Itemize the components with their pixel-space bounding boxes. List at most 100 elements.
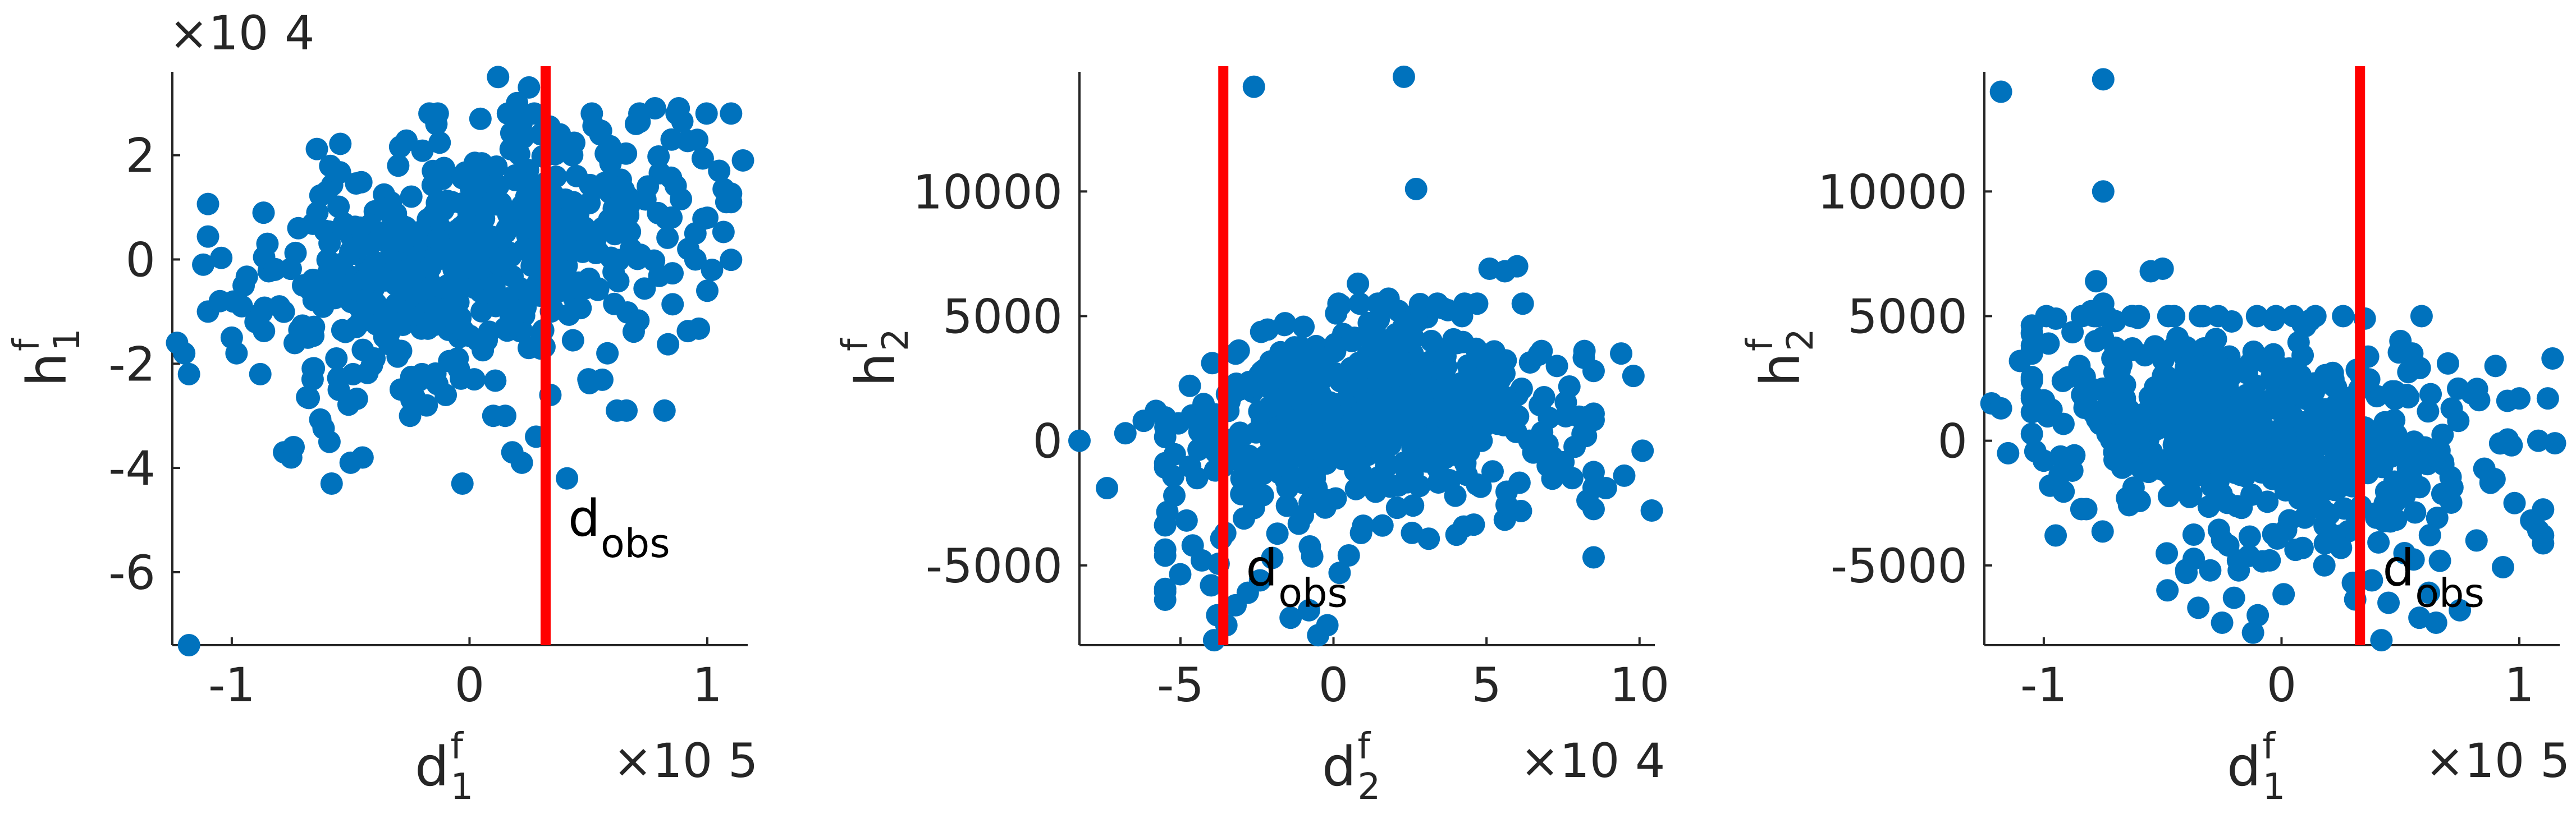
scatter-point (230, 295, 253, 318)
scatter-point (2207, 470, 2230, 493)
scatter-point (1518, 429, 1541, 452)
y-tick-label: -5000 (926, 539, 1063, 594)
scatter-point (2393, 542, 2416, 565)
x-multiplier-exp: 5 (2540, 733, 2570, 788)
scatter-point (1406, 310, 1429, 333)
scatter-point (2020, 369, 2043, 392)
scatter-point (428, 131, 451, 154)
scatter-point (2051, 369, 2074, 392)
scatter-point (470, 300, 493, 323)
observation-label: d obs (2382, 539, 2485, 616)
scatter-point (2157, 485, 2180, 508)
scatter-point (686, 128, 709, 151)
scatter-point (2092, 68, 2115, 91)
scatter-point (2359, 456, 2382, 479)
scatter-point (284, 241, 307, 264)
scatter-point (2367, 531, 2390, 554)
y-tick-label: 0 (1033, 414, 1063, 469)
scatter-point (232, 274, 255, 297)
scatter-point (2360, 569, 2383, 592)
scatter-point (394, 260, 417, 283)
scatter-point (1392, 65, 1415, 88)
scatter-point (1096, 477, 1119, 500)
scatter-point (2496, 428, 2519, 451)
scatter-point (1481, 460, 1504, 483)
scatter-point (1640, 499, 1663, 522)
scatter-point (1446, 373, 1469, 396)
scatter-point (712, 220, 735, 243)
scatter-point (2333, 497, 2356, 520)
scatter-point (633, 277, 656, 300)
y-multiplier-exp: 4 (285, 6, 314, 61)
scatter-point (1420, 329, 1443, 352)
scatter-point (2393, 484, 2416, 507)
scatter-point (282, 435, 305, 458)
scatter-point (1348, 292, 1371, 315)
scatter-point (363, 347, 386, 370)
scatter-point (2532, 524, 2555, 547)
scatter-point (1201, 352, 1224, 375)
scatter-point (615, 399, 638, 422)
scatter-point (1582, 360, 1605, 383)
scatter-point (1274, 312, 1297, 335)
scatter-point (489, 247, 513, 270)
scatter-point (1594, 477, 1617, 500)
scatter-point (1452, 330, 1475, 353)
scatter-point (1329, 293, 1352, 316)
scatter-point (2128, 426, 2151, 449)
scatter-point (2428, 549, 2451, 572)
scatter-point (2373, 411, 2396, 434)
scatter-point (2465, 529, 2488, 552)
scatter-point (1582, 461, 1605, 484)
scatter-point (1433, 350, 1456, 373)
scatter-point (2260, 366, 2283, 389)
scatter-point (475, 329, 498, 352)
scatter-point (573, 216, 596, 239)
scatter-point (684, 222, 707, 245)
scatter-point (426, 277, 449, 300)
scatter-point (2256, 490, 2279, 513)
scatter-point (1258, 396, 1281, 419)
scatter-point (467, 160, 490, 183)
scatter-point (2291, 536, 2314, 559)
scatter-point (2234, 465, 2257, 488)
x-tick-label: -5 (1157, 658, 1204, 712)
scatter-point (548, 123, 571, 146)
scatter-point (720, 191, 743, 214)
x-axis-label-sub: 1 (451, 766, 474, 808)
scatter-point (225, 342, 248, 365)
scatter-point (378, 202, 401, 225)
scatter-point (1387, 474, 1410, 497)
scatter-point (1238, 444, 1261, 467)
scatter-point (1464, 367, 1487, 390)
scatter-point (367, 265, 390, 288)
scatter-point (446, 347, 469, 370)
scatter-point (173, 342, 196, 365)
scatter-point (720, 249, 743, 272)
scatter-point (2216, 491, 2239, 514)
scatter-point (617, 204, 640, 227)
scatter-point (1175, 509, 1198, 532)
scatter-point (2374, 480, 2397, 503)
scatter-point (708, 159, 731, 182)
scatter-point (1318, 391, 1341, 414)
scatter-point (1355, 423, 1378, 446)
scatter-point (720, 102, 743, 125)
scatter-point (364, 292, 387, 315)
x-axis-label: d f1 (2227, 726, 2285, 808)
scatter-point (1545, 355, 1568, 378)
scatter-point (1353, 472, 1376, 495)
scatter-point (1347, 361, 1370, 384)
scatter-point (1613, 464, 1636, 487)
scatter-point (2449, 599, 2472, 622)
scatter-point (1242, 496, 1265, 519)
x-axis-label-sup: f (1358, 726, 1371, 767)
y-axis-label: hf2 (835, 328, 917, 387)
scatter-point (419, 256, 442, 279)
scatter-point (1316, 614, 1339, 637)
scatter-point (386, 345, 409, 368)
y-axis-label: hf2 (1740, 328, 1822, 387)
observation-label-sub: obs (1278, 570, 1348, 616)
scatter-point (1495, 493, 1518, 516)
